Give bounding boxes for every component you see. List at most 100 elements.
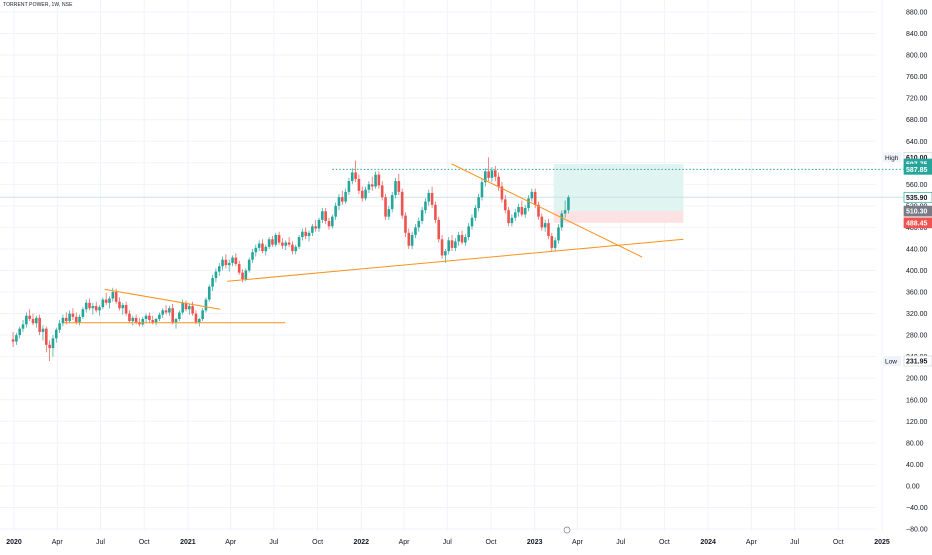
candle-body — [111, 292, 115, 299]
candle-body — [48, 344, 51, 349]
candle-body — [490, 170, 494, 178]
candle-body — [294, 246, 298, 252]
candle-body — [98, 307, 101, 311]
y-tick-label: 680.00 — [906, 117, 928, 124]
candle-body — [400, 191, 404, 216]
x-tick-label: Oct — [486, 539, 497, 546]
candle-body — [221, 259, 224, 267]
candle-body — [394, 181, 397, 196]
candle-body — [430, 192, 434, 205]
candle-body — [444, 251, 447, 256]
candle-body — [254, 247, 258, 253]
position-zone — [553, 211, 684, 223]
price-marker-label: 587.85 — [906, 167, 928, 174]
y-tick-label: 280.00 — [906, 333, 928, 340]
candle-body — [497, 176, 500, 187]
candle-body — [344, 191, 347, 202]
candle-body — [251, 252, 254, 260]
candle-body — [74, 316, 78, 323]
candle-body — [178, 312, 181, 319]
price-marker-box — [903, 191, 932, 203]
candle-body — [420, 210, 424, 221]
candle-body — [364, 189, 367, 199]
price-tag-label: Low — [885, 359, 897, 366]
candle-body — [440, 239, 444, 256]
candle-body — [191, 306, 194, 314]
candle-body — [291, 244, 294, 252]
y-tick-label: 120.00 — [906, 419, 928, 426]
candle-body — [277, 234, 281, 243]
candle-body — [128, 313, 131, 322]
candle-body — [384, 197, 387, 217]
x-tick-label: Apr — [52, 539, 64, 546]
candle-body — [350, 172, 354, 182]
candle-body — [201, 310, 204, 319]
candle-body — [483, 171, 487, 183]
candle-body — [21, 324, 25, 329]
candle-body — [214, 271, 218, 279]
candle-body — [370, 184, 374, 187]
price-marker-label: 610.00 — [906, 155, 928, 162]
x-tick-label: 2022 — [354, 539, 370, 546]
y-tick-label: −40.00 — [906, 505, 928, 512]
candle-body — [267, 239, 271, 247]
candle-body — [307, 232, 311, 237]
candle-body — [88, 302, 91, 309]
candle-body — [334, 205, 337, 217]
candle-body — [324, 211, 327, 221]
candle-body — [367, 184, 371, 190]
candle-body — [500, 186, 504, 200]
y-tick-label: 80.00 — [906, 440, 924, 447]
candle-body — [454, 241, 457, 248]
candle-body — [144, 315, 148, 319]
y-tick-label: 720.00 — [906, 96, 928, 103]
candle-body — [480, 182, 484, 198]
y-tick-label: 800.00 — [906, 53, 928, 60]
price-marker-label: 231.95 — [906, 359, 928, 366]
candle-body — [274, 234, 278, 245]
candle-body — [301, 231, 304, 238]
candle-body — [84, 302, 88, 310]
x-tick-label: 2025 — [874, 539, 890, 546]
x-tick-label: Oct — [139, 539, 150, 546]
x-tick-label: Jul — [269, 539, 278, 546]
candle-body — [174, 318, 178, 323]
candle-body — [281, 242, 284, 246]
candle-body — [41, 328, 45, 332]
candle-body — [114, 292, 118, 302]
price-marker-label: 488.45 — [906, 220, 928, 227]
candle-body — [61, 317, 65, 324]
price-marker-box — [903, 217, 932, 229]
candle-body — [464, 237, 467, 243]
candle-body — [38, 317, 41, 332]
x-tick-label: Apr — [572, 539, 584, 546]
candle-body — [347, 181, 351, 192]
clock-icon[interactable] — [563, 526, 571, 534]
candle-body — [78, 316, 81, 323]
candle-body — [217, 266, 221, 272]
candle-body — [151, 320, 155, 323]
candle-body — [134, 317, 138, 323]
candle-body — [68, 313, 71, 322]
price-marker-label: 510.30 — [906, 209, 928, 216]
candle-body — [211, 278, 214, 287]
x-tick-label: 2021 — [180, 539, 196, 546]
trendline[interactable] — [227, 238, 684, 282]
candle-body — [414, 227, 417, 235]
candle-body — [94, 306, 98, 311]
candle-body — [161, 310, 165, 315]
price-tag-label: High — [885, 155, 899, 162]
candle-body — [234, 257, 238, 265]
candle-body — [58, 323, 61, 330]
candle-body — [460, 234, 464, 243]
candle-body — [197, 318, 201, 323]
candle-body — [331, 216, 334, 227]
candle-body — [244, 270, 248, 280]
y-tick-label: 400.00 — [906, 268, 928, 275]
chart-title: TORRENT POWER, 1W, NSE — [3, 2, 73, 8]
candle-body — [257, 243, 261, 248]
candle-body — [487, 171, 490, 178]
trendline[interactable] — [451, 163, 643, 258]
trendline[interactable] — [104, 288, 221, 310]
